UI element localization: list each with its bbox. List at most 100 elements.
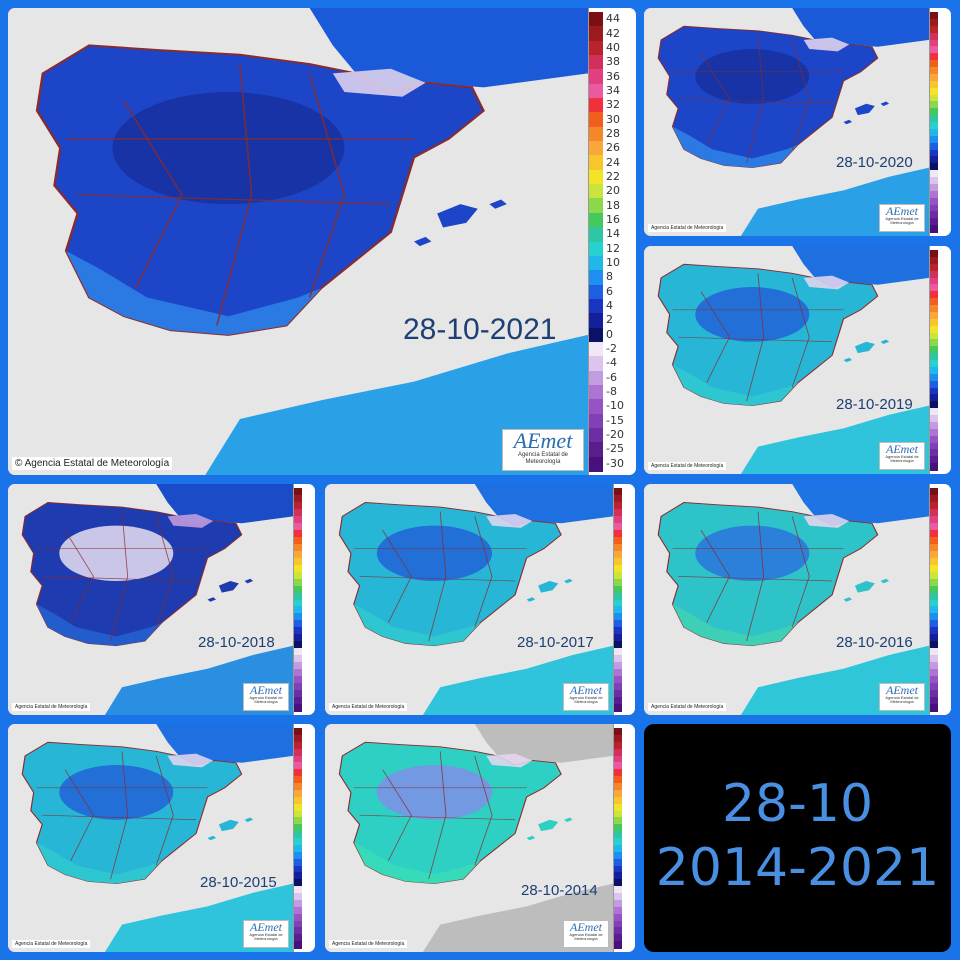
legend-swatch: [294, 508, 302, 517]
legend-swatch: [614, 641, 622, 649]
legend-swatch: [930, 529, 938, 538]
legend-swatch: [930, 80, 938, 89]
legend-swatch: [930, 428, 938, 437]
map-date: 28-10-2020: [836, 154, 913, 171]
legend-label: 10: [606, 256, 620, 270]
legend-swatch: [930, 128, 938, 137]
legend-swatch: [930, 135, 938, 144]
legend-swatch: [930, 305, 938, 313]
temperature-map: [8, 724, 293, 952]
legend-swatch: [930, 508, 938, 517]
legend-swatch: [614, 543, 622, 552]
balearic-island: [854, 103, 875, 116]
legend-swatch: [294, 893, 302, 901]
legend-swatch: [930, 606, 938, 614]
legend-swatch: [294, 886, 302, 894]
balearic-island: [207, 597, 217, 602]
legend-swatch: [930, 256, 938, 265]
temperature-map: [644, 484, 929, 715]
color-legend: [929, 246, 951, 474]
legend-swatch: [614, 550, 622, 559]
legend-swatch: [589, 141, 603, 156]
legend-swatch: [614, 634, 622, 642]
legend-swatch: [294, 810, 302, 818]
province-border: [308, 73, 346, 298]
legend-swatch: [294, 783, 302, 791]
legend-swatch: [930, 366, 938, 375]
map-panel-2016: 28-10-2016 AEmet Agencia Estatal de Meteor…: [644, 484, 951, 715]
balearic-island: [538, 819, 559, 832]
legend-swatch: [930, 277, 938, 285]
map-panel-2019: 28-10-2019 AEmet Agencia Estatal de Meteor…: [644, 246, 951, 474]
legend-label: 28: [606, 126, 620, 140]
map-panel-2017: 28-10-2017 AEmet Agencia Estatal de Meteor…: [325, 484, 635, 715]
legend-swatch: [930, 669, 938, 677]
legend-swatch: [930, 456, 938, 464]
legend-swatch: [614, 728, 622, 736]
legend-swatch: [294, 634, 302, 642]
legend-label: 14: [606, 227, 620, 241]
cold-core: [59, 765, 174, 820]
aemet-logo-subtitle: Agencia Estatal de Meteorología: [249, 932, 283, 942]
balearic-island: [526, 597, 536, 602]
legend-swatch: [930, 298, 938, 306]
aemet-logo: AEmet Agencia Estatal de Meteorología: [563, 683, 609, 711]
legend-swatch: [930, 108, 938, 116]
legend-swatch: [930, 18, 938, 27]
province-border: [700, 530, 730, 623]
pyrenees-cold-band: [486, 753, 533, 768]
balearic-island: [414, 236, 432, 247]
legend-swatch: [294, 858, 302, 866]
legend-swatch: [589, 356, 603, 372]
legend-swatch: [294, 676, 302, 684]
legend-swatch: [614, 803, 622, 811]
legend-swatch: [589, 26, 603, 42]
legend-swatch: [589, 427, 603, 443]
legend-swatch: [294, 522, 302, 531]
aemet-logo: AEmet Agencia Estatal de Meteorología: [243, 683, 289, 711]
legend-swatch: [614, 529, 622, 538]
balearic-island: [854, 341, 875, 354]
aemet-logo-text: AEmet: [886, 204, 918, 218]
legend-swatch: [614, 741, 622, 750]
color-legend: [929, 8, 951, 236]
legend-swatch: [614, 488, 622, 496]
legend-swatch: [589, 399, 603, 415]
legend-swatch: [614, 734, 622, 743]
legend-label: 12: [606, 241, 620, 255]
legend-swatch: [614, 662, 622, 670]
legend-swatch: [294, 796, 302, 805]
province-border: [110, 511, 129, 642]
aemet-logo-text: AEmet: [886, 683, 918, 697]
copyright-note: Agencia Estatal de Meteorología: [12, 703, 91, 711]
province-border: [791, 516, 810, 628]
legend-swatch: [589, 442, 603, 458]
province-border: [215, 63, 253, 326]
legend-swatch: [930, 177, 938, 185]
copyright-note: Agencia Estatal de Meteorología: [648, 224, 727, 232]
coastal-rim: [36, 604, 162, 646]
legend-swatch: [930, 449, 938, 457]
legend-swatch: [614, 501, 622, 510]
province-border: [700, 291, 730, 383]
legend-swatch: [294, 789, 302, 798]
aemet-logo: AEmet Agencia Estatal de Meteorología: [879, 683, 925, 711]
province-border: [700, 53, 730, 145]
copyright-note: Agencia Estatal de Meteorología: [329, 940, 408, 948]
pyrenees-cold-band: [486, 514, 533, 528]
legend-swatch: [930, 442, 938, 450]
aemet-logo-subtitle: Agencia Estatal de Meteorología: [885, 695, 919, 705]
legend-swatch: [294, 697, 302, 705]
legend-swatch: [614, 697, 622, 705]
legend-swatch: [930, 704, 938, 712]
legend-swatch: [930, 46, 938, 54]
legend-swatch: [294, 613, 302, 621]
legend-swatch: [589, 413, 603, 429]
legend-label: 22: [606, 169, 620, 183]
legend-swatch: [614, 704, 622, 712]
legend-label: 36: [606, 69, 620, 83]
legend-label: 8: [606, 270, 613, 284]
legend-label: 6: [606, 284, 613, 298]
legend-swatch: [930, 156, 938, 164]
copyright-note: © Agencia Estatal de Meteorología: [12, 457, 173, 470]
